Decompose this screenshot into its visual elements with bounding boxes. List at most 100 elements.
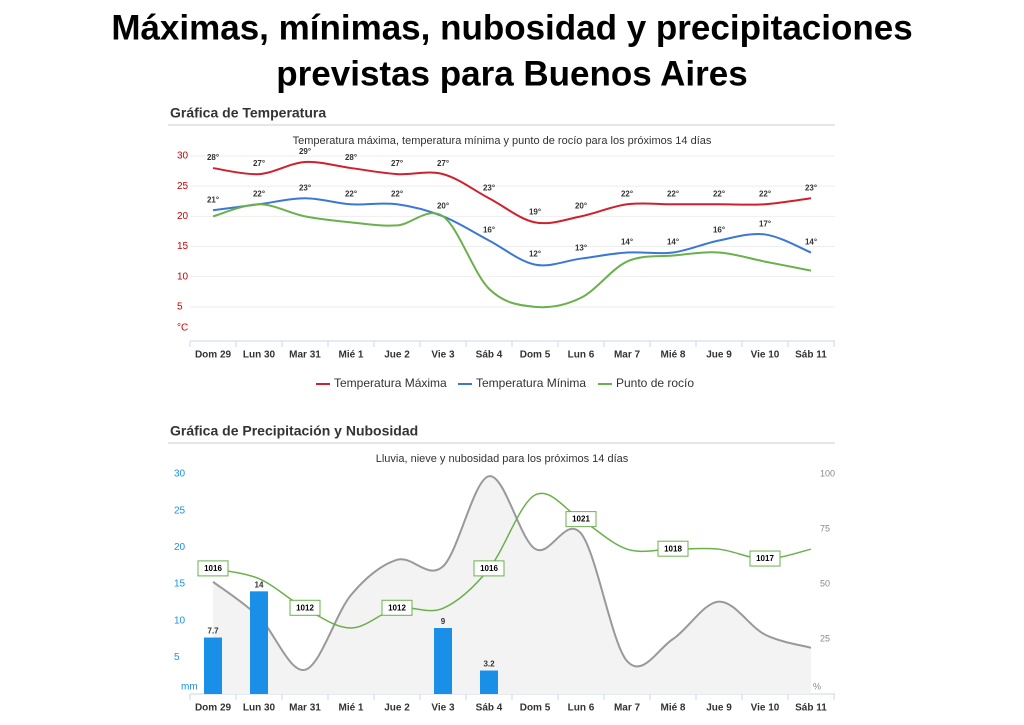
bar — [250, 591, 268, 694]
chart-header: Gráfica de Temperatura — [170, 105, 326, 121]
data-label: 17° — [759, 220, 771, 229]
x-tick-label: Jue 9 — [706, 703, 732, 714]
data-label: 20° — [575, 201, 587, 210]
data-label: 7.7 — [207, 627, 219, 636]
data-label: 1016 — [204, 564, 222, 573]
x-tick-label: Mar 7 — [614, 350, 641, 361]
x-tick-label: Sáb 11 — [795, 703, 827, 714]
data-label: 28° — [207, 153, 219, 162]
data-label: 1016 — [480, 564, 498, 573]
label-box — [197, 560, 229, 577]
x-tick-label: Dom 29 — [195, 350, 232, 361]
data-label: 3.2 — [483, 660, 495, 669]
page-title-2: previstas para Buenos Aires — [276, 54, 747, 93]
y-tick-label: 25 — [177, 181, 189, 192]
page-title-1: Máximas, mínimas, nubosidad y precipitac… — [111, 8, 912, 47]
legend-label: Temperatura Mínima — [476, 376, 586, 390]
data-label: 20° — [437, 201, 449, 210]
data-label: 22° — [391, 189, 403, 198]
legend-label: Punto de rocío — [616, 376, 694, 390]
data-label: 21° — [207, 195, 219, 204]
x-tick-label: Sáb 4 — [476, 350, 503, 361]
bar — [434, 628, 452, 694]
y2-tick-label: 25 — [820, 633, 830, 643]
data-label: 27° — [253, 159, 265, 168]
data-label: 27° — [437, 159, 449, 168]
data-label: 29° — [299, 147, 311, 156]
y-tick-label: °C — [177, 323, 188, 334]
y2-tick-label: 100 — [820, 468, 835, 478]
data-label: 14° — [621, 238, 633, 247]
x-tick-label: Mar 7 — [614, 703, 641, 714]
y-tick-label: 20 — [174, 542, 186, 553]
data-label: 19° — [529, 207, 541, 216]
data-label: 16° — [483, 226, 495, 235]
y-tick-label: 15 — [174, 579, 186, 590]
data-label: 28° — [345, 153, 357, 162]
x-tick-label: Vie 10 — [751, 703, 780, 714]
legend-label: Temperatura Máxima — [334, 376, 447, 390]
data-label: 23° — [483, 183, 495, 192]
chart-subtitle: Temperatura máxima, temperatura mínima y… — [293, 135, 712, 147]
label-box — [473, 560, 505, 577]
bar — [204, 637, 222, 694]
x-tick-label: Vie 10 — [751, 350, 780, 361]
y-tick-label: 10 — [177, 271, 189, 282]
data-label: 23° — [299, 183, 311, 192]
bar — [480, 670, 498, 694]
x-tick-label: Mar 31 — [289, 350, 321, 361]
data-label: 22° — [667, 189, 679, 198]
x-tick-label: Vie 3 — [431, 703, 455, 714]
y-tick-label: 5 — [174, 652, 180, 663]
data-label: 14° — [805, 238, 817, 247]
x-tick-label: Sáb 4 — [476, 703, 503, 714]
y2-tick-label: 50 — [820, 578, 830, 588]
x-tick-label: Jue 2 — [384, 350, 410, 361]
y-tick-label: 30 — [177, 151, 189, 162]
data-label: 1017 — [756, 554, 774, 563]
chart-subtitle: Lluvia, nieve y nubosidad para los próxi… — [376, 453, 629, 465]
data-label: 22° — [345, 189, 357, 198]
x-tick-label: Lun 30 — [243, 350, 276, 361]
data-label: 23° — [805, 183, 817, 192]
label-box — [657, 540, 689, 557]
x-tick-label: Dom 5 — [520, 350, 551, 361]
y2-tick-label: % — [813, 681, 821, 691]
x-tick-label: Lun 6 — [568, 350, 595, 361]
data-label: 9 — [441, 617, 446, 626]
data-label: 1012 — [296, 603, 314, 612]
x-tick-label: Mié 1 — [338, 703, 363, 714]
line — [212, 160, 812, 225]
area — [213, 476, 811, 694]
data-label: 1021 — [572, 515, 590, 524]
line — [212, 197, 812, 267]
data-label: 14° — [667, 238, 679, 247]
data-label: 27° — [391, 159, 403, 168]
data-label: 1018 — [664, 544, 682, 553]
data-label: 1012 — [388, 603, 406, 612]
x-tick-label: Sáb 11 — [795, 350, 827, 361]
x-tick-label: Lun 6 — [568, 703, 595, 714]
data-label: 22° — [759, 189, 771, 198]
y-tick-label: 5 — [177, 301, 183, 312]
data-label: 12° — [529, 250, 541, 259]
x-tick-label: Mié 8 — [660, 703, 685, 714]
x-tick-label: Jue 2 — [384, 703, 410, 714]
label-box — [749, 550, 781, 567]
label-box — [565, 511, 597, 528]
area-line — [212, 475, 812, 671]
x-tick-label: Mié 8 — [660, 350, 685, 361]
x-tick-label: Lun 30 — [243, 703, 276, 714]
y-tick-label: mm — [181, 682, 198, 693]
x-tick-label: Dom 5 — [520, 703, 551, 714]
y-tick-label: 15 — [177, 241, 189, 252]
x-tick-label: Jue 9 — [706, 350, 732, 361]
y-tick-label: 30 — [174, 469, 186, 480]
chart-header: Gráfica de Precipitación y Nubosidad — [170, 423, 418, 439]
x-tick-label: Vie 3 — [431, 350, 455, 361]
y-tick-label: 20 — [177, 211, 189, 222]
y2-tick-label: 75 — [820, 523, 830, 533]
y-tick-label: 25 — [174, 505, 186, 516]
